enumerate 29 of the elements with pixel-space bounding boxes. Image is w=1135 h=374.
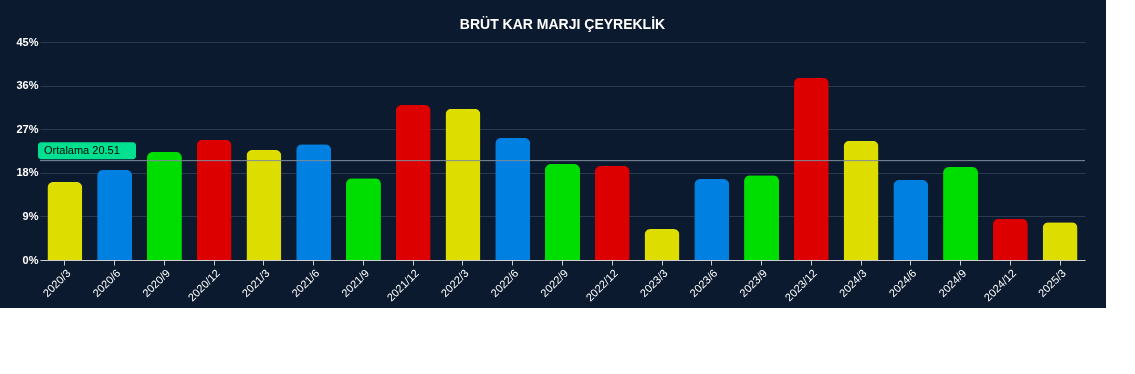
bar — [47, 182, 83, 260]
ref-line-label: Ortalama 20.51 — [44, 143, 120, 156]
bar — [744, 175, 780, 260]
bar — [793, 77, 829, 260]
bar — [694, 179, 730, 260]
bar — [445, 108, 481, 260]
bar — [644, 229, 680, 260]
bar — [843, 140, 879, 260]
y-tick-label: 45% — [16, 35, 39, 48]
y-tick-label: 0% — [22, 253, 39, 266]
y-tick-label: 27% — [16, 122, 39, 135]
bar — [345, 178, 381, 260]
y-tick-label: 36% — [16, 79, 39, 92]
y-tick-label: 9% — [22, 209, 39, 222]
bar — [893, 180, 929, 260]
bar — [594, 166, 630, 260]
chart-title: BRÜT KAR MARJI ÇEYREKLİK — [459, 16, 666, 32]
bar — [943, 166, 979, 260]
bar — [246, 150, 282, 260]
bar — [97, 169, 133, 260]
y-tick-label: 18% — [16, 166, 39, 179]
bar — [1042, 222, 1078, 260]
bar — [296, 144, 332, 260]
bar — [395, 104, 431, 260]
bar — [196, 139, 232, 260]
bar — [146, 151, 182, 260]
bar — [495, 137, 531, 260]
bar — [992, 218, 1028, 260]
bar — [545, 164, 580, 260]
